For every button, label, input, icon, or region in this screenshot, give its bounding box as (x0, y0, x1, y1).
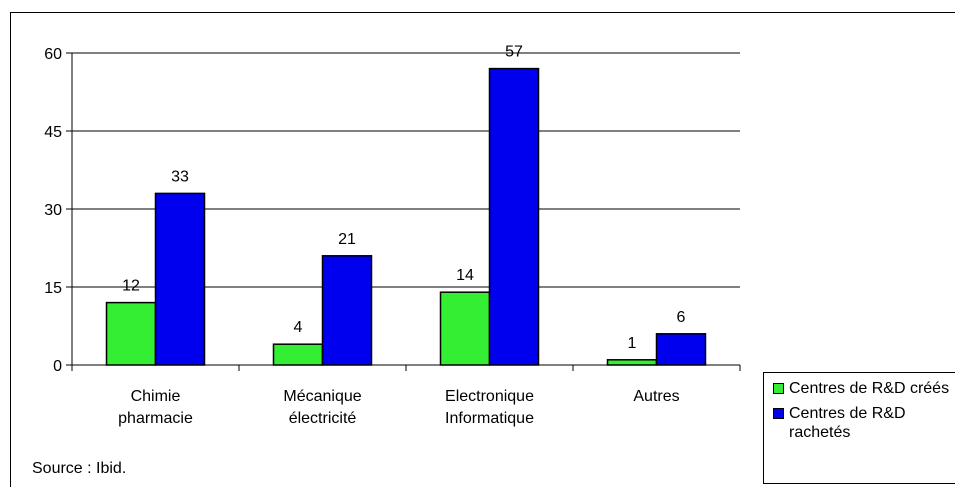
x-tick-label: électricité (289, 410, 357, 427)
x-tick-label: Autres (633, 388, 679, 405)
x-tick-label: Mécanique (283, 388, 361, 405)
value-label: 57 (505, 44, 523, 61)
legend-item: Centres de R&D créés (764, 379, 955, 398)
value-label: 33 (171, 168, 189, 185)
bar (272, 343, 324, 366)
y-tick-label: 0 (53, 358, 62, 375)
legend-swatch (773, 383, 784, 394)
legend-label: Centres de R&D rachetés (789, 405, 906, 441)
value-label: 4 (294, 319, 303, 336)
bar (439, 291, 491, 366)
bar (105, 301, 157, 366)
legend-item: Centres de R&D rachetés (764, 404, 955, 442)
value-label: 6 (677, 309, 686, 326)
value-label: 1 (628, 335, 637, 352)
bar (154, 192, 206, 366)
source-note: Source : Ibid. (32, 460, 127, 477)
value-label: 12 (122, 278, 140, 295)
y-tick-label: 45 (44, 124, 62, 141)
y-tick-label: 60 (44, 46, 62, 63)
bar (488, 67, 540, 366)
x-tick-label: Electronique (445, 388, 534, 405)
bar (321, 255, 373, 366)
x-tick-label: Chimie (131, 388, 181, 405)
value-label: 21 (338, 231, 356, 248)
x-tick-label: Informatique (445, 410, 534, 427)
bar (655, 333, 707, 366)
value-label: 14 (456, 267, 474, 284)
y-tick-label: 30 (44, 202, 62, 219)
legend-swatch (773, 408, 784, 419)
legend-label: Centres de R&D créés (789, 380, 950, 397)
y-tick-label: 15 (44, 280, 62, 297)
legend: Centres de R&D créés Centres de R&D rache… (763, 372, 955, 484)
x-tick-label: pharmacie (118, 410, 193, 427)
bar (606, 359, 658, 366)
